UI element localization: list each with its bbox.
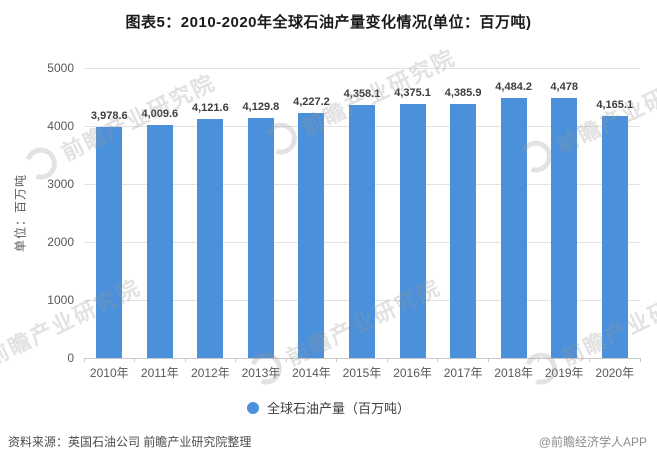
bar-value-label: 4,165.1: [596, 99, 634, 112]
y-axis-tick-label: 3000: [47, 177, 74, 191]
axis-tick: [134, 358, 136, 362]
legend: 全球石油产量（百万吨）: [0, 398, 657, 417]
bar: [247, 118, 274, 358]
legend-marker-icon: [246, 401, 259, 414]
x-axis-labels: 2010年 2011年 2012年 2013年 2014年 2015年 2016年 2017年…: [84, 364, 640, 381]
chart-title: 图表5：2010-2020年全球石油产量变化情况(单位：百万吨): [125, 14, 532, 31]
y-axis-tick-label: 5000: [47, 61, 74, 75]
source-note: 资料来源：英国石油公司 前瞻产业研究院整理: [8, 435, 252, 449]
bar-value-label: 4,121.6: [192, 101, 229, 114]
bars-group: 3,978.6 4,009.6 4,121.6 4,129.8 4,227.2 4,358…: [84, 68, 640, 358]
bar: [197, 118, 224, 358]
x-axis-label: 2011年: [140, 366, 179, 380]
axis-tick: [487, 358, 489, 362]
bar-value-label: 4,385.9: [444, 86, 482, 99]
legend-label: 全球石油产量（百万吨）: [266, 401, 410, 416]
bar: [551, 98, 578, 358]
axis-tick: [83, 358, 85, 362]
gridline: [84, 67, 640, 69]
bar-value-label: 3,978.6: [90, 110, 128, 123]
x-axis-label: 2015年: [342, 366, 382, 380]
axis-tick: [235, 358, 237, 362]
x-axis-label: 2019年: [544, 366, 584, 380]
axis-tick: [639, 358, 641, 362]
bar: [298, 112, 325, 358]
bar-column-2019年: 4,478: [539, 68, 590, 358]
plot-area: 3,978.6 4,009.6 4,121.6 4,129.8 4,227.2 4,358…: [83, 67, 641, 362]
bar-value-label: 4,484.2: [495, 80, 532, 93]
bar-value-label: 4,358.1: [343, 88, 381, 101]
axis-tick: [386, 358, 388, 362]
bar-column-2010年: 3,978.6: [84, 68, 135, 358]
bar-column-2011年: 4,009.6: [135, 68, 186, 358]
bar-column-2016年: 4,375.1: [387, 68, 438, 358]
axis-tick: [437, 358, 439, 362]
y-axis-tick-label: 2000: [47, 235, 74, 249]
bar-column-2015年: 4,358.1: [337, 68, 388, 358]
bar: [399, 104, 426, 358]
bar-column-2017年: 4,385.9: [438, 68, 489, 358]
bar: [450, 103, 477, 358]
x-axis-label: 2010年: [89, 366, 129, 380]
y-axis-tick-label: 0: [67, 351, 74, 365]
bar: [601, 116, 628, 358]
axis-tick: [285, 358, 287, 362]
x-axis-label: 2012年: [191, 366, 230, 380]
bar-column-2013年: 4,129.8: [236, 68, 287, 358]
bar: [146, 125, 173, 358]
bar-value-label: 4,009.6: [141, 108, 179, 121]
x-axis-label: 2017年: [443, 366, 483, 380]
axis-tick: [184, 358, 186, 362]
x-axis-label: 2014年: [292, 366, 331, 380]
y-axis-tick-label: 1000: [47, 293, 74, 307]
axis-tick: [588, 358, 590, 362]
bar-value-label: 4,478: [550, 81, 578, 94]
x-axis-label: 2013年: [241, 366, 281, 380]
axis-tick: [538, 358, 540, 362]
y-axis-tick-label: 4000: [47, 119, 74, 133]
bar-column-2020年: 4,165.1: [589, 68, 640, 358]
x-axis-label: 2018年: [494, 366, 533, 380]
credit-note: @前瞻经济学人APP: [538, 435, 647, 449]
bar: [96, 127, 123, 358]
bar-value-label: 4,129.8: [242, 101, 280, 114]
bar-column-2014年: 4,227.2: [286, 68, 337, 358]
x-axis-label: 2020年: [595, 366, 635, 380]
bar-value-label: 4,227.2: [293, 95, 330, 108]
axis-tick: [336, 358, 338, 362]
bar: [349, 105, 375, 358]
x-axis-label: 2016年: [393, 366, 432, 380]
bar-value-label: 4,375.1: [394, 87, 431, 100]
bar-column-2012年: 4,121.6: [185, 68, 236, 358]
bar-column-2018年: 4,484.2: [488, 68, 539, 358]
bar: [500, 97, 527, 358]
